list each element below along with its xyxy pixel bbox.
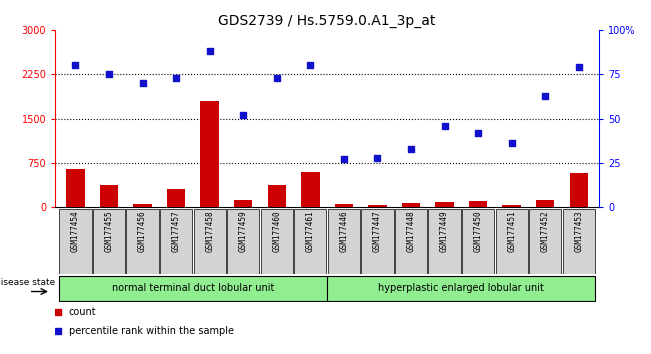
Bar — [59, 275, 327, 301]
Point — [70, 63, 81, 68]
Text: GSM177448: GSM177448 — [406, 211, 415, 252]
Bar — [93, 209, 125, 274]
Text: GSM177459: GSM177459 — [239, 211, 248, 252]
Point — [473, 130, 483, 136]
Bar — [234, 200, 253, 207]
Text: GSM177455: GSM177455 — [105, 211, 113, 252]
Bar — [294, 209, 326, 274]
Point — [574, 64, 584, 70]
Point — [238, 112, 249, 118]
Text: percentile rank within the sample: percentile rank within the sample — [69, 326, 234, 336]
Bar — [193, 209, 226, 274]
Bar — [503, 205, 521, 207]
Point — [137, 80, 148, 86]
Bar — [160, 209, 192, 274]
Text: GSM177452: GSM177452 — [541, 211, 549, 252]
Bar — [368, 205, 387, 207]
Bar — [260, 209, 293, 274]
Text: GSM177450: GSM177450 — [474, 211, 482, 252]
Text: count: count — [69, 307, 96, 317]
Point — [53, 328, 63, 334]
Title: GDS2739 / Hs.5759.0.A1_3p_at: GDS2739 / Hs.5759.0.A1_3p_at — [219, 14, 436, 28]
Point — [372, 155, 383, 160]
Point — [406, 146, 416, 152]
Point — [204, 48, 215, 54]
Bar — [529, 209, 561, 274]
Bar — [428, 209, 461, 274]
Bar — [268, 185, 286, 207]
Point — [339, 156, 349, 162]
Text: disease state: disease state — [0, 278, 55, 287]
Text: GSM177451: GSM177451 — [507, 211, 516, 252]
Bar — [562, 209, 595, 274]
Bar — [495, 209, 528, 274]
Bar — [328, 209, 360, 274]
Point — [540, 93, 551, 98]
Bar — [126, 209, 159, 274]
Bar — [570, 173, 588, 207]
Point — [53, 309, 63, 315]
Bar — [201, 101, 219, 207]
Point — [171, 75, 182, 81]
Bar — [395, 209, 427, 274]
Text: GSM177460: GSM177460 — [272, 211, 281, 252]
Bar — [59, 209, 92, 274]
Bar — [100, 185, 118, 207]
Point — [104, 72, 114, 77]
Bar — [327, 275, 595, 301]
Text: GSM177449: GSM177449 — [440, 211, 449, 252]
Text: GSM177454: GSM177454 — [71, 211, 80, 252]
Bar — [133, 204, 152, 207]
Text: GSM177453: GSM177453 — [574, 211, 583, 252]
Bar — [167, 189, 186, 207]
Bar — [301, 172, 320, 207]
Point — [439, 123, 450, 129]
Bar — [402, 203, 421, 207]
Bar — [462, 209, 494, 274]
Text: hyperplastic enlarged lobular unit: hyperplastic enlarged lobular unit — [378, 283, 544, 293]
Point — [305, 63, 316, 68]
Bar — [469, 201, 488, 207]
Bar — [361, 209, 394, 274]
Bar — [335, 204, 353, 207]
Text: GSM177457: GSM177457 — [172, 211, 180, 252]
Bar — [436, 202, 454, 207]
Bar — [66, 169, 85, 207]
Text: GSM177458: GSM177458 — [205, 211, 214, 252]
Text: GSM177456: GSM177456 — [138, 211, 147, 252]
Text: GSM177446: GSM177446 — [339, 211, 348, 252]
Bar — [536, 200, 555, 207]
Point — [271, 75, 282, 81]
Point — [506, 141, 517, 146]
Text: GSM177461: GSM177461 — [306, 211, 315, 252]
Bar — [227, 209, 259, 274]
Text: GSM177447: GSM177447 — [373, 211, 382, 252]
Text: normal terminal duct lobular unit: normal terminal duct lobular unit — [112, 283, 274, 293]
